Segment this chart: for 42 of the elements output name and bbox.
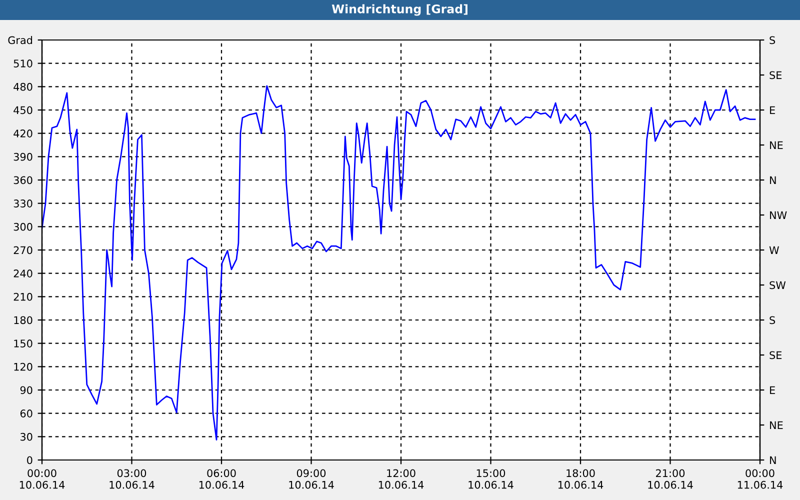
category-label: S — [770, 316, 776, 324]
y-tick-label: 90 — [20, 386, 32, 394]
x-tick-label: 09:00 10.06.14 — [289, 469, 334, 489]
y-tick-label: 330 — [14, 200, 32, 208]
y-tick-label: 30 — [20, 432, 32, 441]
category-label: N — [770, 456, 776, 464]
y-tick-label: 180 — [14, 316, 32, 324]
y-tick-label: 510 — [14, 60, 32, 68]
y-tick-label: 480 — [14, 82, 32, 91]
category-label: SW — [770, 281, 786, 290]
y-tick-label: 420 — [14, 130, 32, 138]
category-label: SE — [770, 351, 782, 360]
x-tick-label: 06:00 10.06.14 — [199, 469, 244, 489]
x-tick-label: 00:00 10.06.14 — [20, 469, 65, 489]
category-label: NE — [770, 421, 783, 429]
y-tick-label: 450 — [14, 106, 32, 114]
category-label: E — [770, 106, 775, 114]
category-label: W — [769, 246, 779, 254]
x-tick-label: 18:00 10.06.14 — [558, 469, 604, 489]
y-tick-label: 300 — [14, 222, 32, 231]
x-tick-label: 21:00 10.06.14 — [648, 469, 693, 489]
y-tick-label: 390 — [14, 152, 32, 161]
x-tick-label: 03:00 10.06.14 — [110, 469, 154, 489]
category-label: S — [770, 36, 776, 44]
y-tick-label: 210 — [14, 292, 32, 301]
y-tick-label: 60 — [20, 410, 32, 418]
category-label: N — [770, 176, 776, 184]
y-tick-label: 150 — [14, 340, 32, 348]
category-label: SE — [770, 71, 782, 80]
category-label: E — [770, 386, 775, 394]
y-tick-label: 270 — [14, 246, 32, 254]
chart-title: Windrichtung [Grad] — [332, 4, 468, 16]
y-tick-label: Grad — [8, 36, 32, 44]
y-tick-label: 360 — [14, 176, 32, 184]
y-tick-label: 240 — [14, 270, 32, 278]
x-tick-label: 12:00 10.06.14 — [378, 469, 424, 489]
x-tick-label: 15:00 10.06.14 — [468, 469, 514, 489]
x-tick-label: 00:00 11.06.14 — [738, 469, 783, 489]
category-label: NE — [770, 141, 783, 149]
y-tick-label: 120 — [14, 362, 32, 371]
y-tick-label: 0 — [27, 456, 32, 464]
category-label: NW — [770, 211, 787, 219]
